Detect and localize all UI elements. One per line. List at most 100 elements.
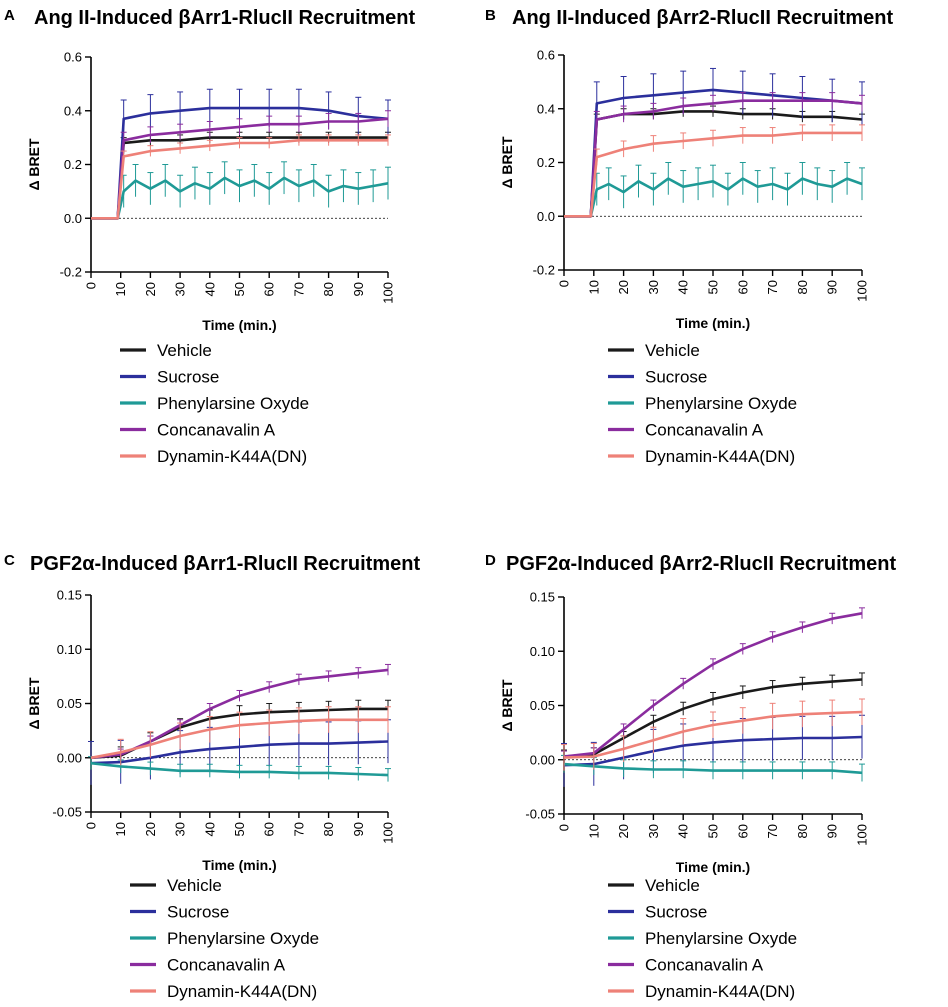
x-tick-label: 50: [706, 824, 721, 838]
panel-d: D PGF2α-Induced βArr2-RlucII Recruitment -…: [485, 552, 896, 1001]
y-axis-label: Δ BRET: [26, 138, 42, 191]
x-tick-label: 10: [113, 282, 128, 296]
x-tick-label: 50: [706, 280, 721, 294]
y-tick-label: 0.2: [537, 155, 555, 170]
x-tick-label: 40: [676, 824, 691, 838]
x-tick-label: 90: [351, 282, 366, 296]
y-tick-label: 0.0: [537, 209, 555, 224]
series-line-dynamin-k44a-dn: [563, 710, 863, 759]
series-line-dynamin-k44a-dn: [91, 139, 388, 220]
y-tick-label: -0.2: [533, 263, 555, 278]
x-tick-label: 90: [825, 824, 840, 838]
panel-a: A Ang II-Induced βArr1-RlucII Recruitment…: [4, 7, 415, 466]
y-tick-label: 0.6: [537, 48, 555, 63]
x-tick-label: 30: [173, 822, 188, 836]
x-tick-label: 10: [113, 822, 128, 836]
panel-title: PGF2α-Induced βArr2-RlucII Recruitment: [506, 553, 896, 575]
legend-label-sucrose: Sucrose: [167, 903, 229, 922]
legend-label-concanavalin-a: Concanavalin A: [645, 956, 764, 975]
x-tick-label: 0: [557, 280, 572, 287]
x-tick-label: 70: [765, 824, 780, 838]
y-tick-label: 0.0: [64, 211, 82, 226]
series-line-sucrose: [563, 735, 863, 767]
legend-label-sucrose: Sucrose: [645, 903, 707, 922]
legend-label-dynamin-k44a-dn: Dynamin-K44A(DN): [167, 982, 317, 1001]
y-tick-label: 0.2: [64, 157, 82, 172]
legend-label-concanavalin-a: Concanavalin A: [157, 421, 276, 440]
error-bars-dynamin-k44a-dn: [120, 134, 391, 162]
x-axis-label: Time (min.): [202, 317, 276, 333]
x-tick-label: 30: [173, 282, 188, 296]
x-tick-label: 70: [291, 282, 306, 296]
y-tick-label: 0.4: [64, 103, 82, 118]
series-line-dynamin-k44a-dn: [90, 718, 388, 760]
x-tick-label: 80: [321, 282, 336, 296]
x-tick-label: 100: [855, 824, 870, 846]
legend-label-phenylarsine-oxyde: Phenylarsine Oxyde: [645, 929, 797, 948]
series-line-dynamin-k44a-dn: [564, 131, 862, 218]
y-tick-label: 0.15: [530, 590, 555, 605]
x-tick-label: 40: [676, 280, 691, 294]
series-line-concanavalin-a: [90, 668, 389, 760]
x-tick-label: 100: [381, 822, 396, 844]
legend-label-dynamin-k44a-dn: Dynamin-K44A(DN): [157, 447, 307, 466]
y-axis-label: Δ BRET: [499, 679, 515, 732]
x-tick-label: 60: [262, 282, 277, 296]
y-tick-label: -0.05: [525, 807, 555, 822]
series-line-concanavalin-a: [563, 612, 863, 758]
series-line-phenylarsine-oxyde: [91, 176, 389, 220]
legend-label-phenylarsine-oxyde: Phenylarsine Oxyde: [645, 394, 797, 413]
x-tick-label: 70: [765, 280, 780, 294]
x-tick-label: 0: [84, 282, 99, 289]
error-bars-vehicle: [593, 105, 865, 125]
x-tick-label: 10: [586, 824, 601, 838]
series-line-phenylarsine-oxyde: [564, 177, 863, 218]
legend-label-dynamin-k44a-dn: Dynamin-K44A(DN): [645, 447, 795, 466]
x-tick-label: 0: [84, 822, 99, 829]
x-tick-label: 40: [202, 282, 217, 296]
panel-letter: D: [485, 552, 496, 569]
x-tick-label: 100: [381, 282, 396, 304]
x-tick-label: 30: [646, 824, 661, 838]
y-axis-label: Δ BRET: [26, 677, 42, 730]
x-tick-label: 60: [735, 824, 750, 838]
y-tick-label: 0.6: [64, 50, 82, 65]
series-line-vehicle: [564, 110, 863, 218]
legend-label-sucrose: Sucrose: [645, 368, 707, 387]
x-tick-label: 50: [232, 282, 247, 296]
y-tick-label: 0.00: [57, 750, 82, 765]
y-tick-label: 0.10: [530, 644, 555, 659]
error-bars-phenylarsine-oxyde: [120, 161, 391, 208]
legend-label-vehicle: Vehicle: [645, 341, 700, 360]
series-line-concanavalin-a: [564, 99, 863, 218]
panel-letter: B: [485, 7, 496, 24]
x-tick-label: 50: [232, 822, 247, 836]
x-axis-label: Time (min.): [676, 859, 750, 875]
y-axis-label: Δ BRET: [499, 136, 515, 189]
x-tick-label: 90: [825, 280, 840, 294]
y-tick-label: 0.05: [530, 698, 555, 713]
panel-title: Ang II-Induced βArr2-RlucII Recruitment: [512, 7, 893, 29]
error-bars-dynamin-k44a-dn: [561, 698, 865, 771]
x-tick-label: 80: [795, 280, 810, 294]
x-tick-label: 60: [262, 822, 277, 836]
x-tick-label: 40: [202, 822, 217, 836]
series-line-sucrose: [90, 740, 389, 765]
x-axis-label: Time (min.): [202, 857, 276, 873]
x-axis-label: Time (min.): [676, 315, 750, 331]
y-tick-label: -0.2: [60, 265, 82, 280]
y-tick-label: 0.00: [530, 752, 555, 767]
x-tick-label: 90: [351, 822, 366, 836]
legend-label-dynamin-k44a-dn: Dynamin-K44A(DN): [645, 982, 795, 1001]
x-tick-label: 20: [616, 824, 631, 838]
y-tick-label: 0.15: [57, 588, 82, 603]
legend-label-sucrose: Sucrose: [157, 368, 219, 387]
x-tick-label: 60: [735, 280, 750, 294]
series-line-phenylarsine-oxyde: [563, 762, 863, 775]
x-tick-label: 20: [616, 280, 631, 294]
x-tick-label: 0: [557, 824, 572, 831]
y-tick-label: -0.05: [52, 805, 82, 820]
series-line-phenylarsine-oxyde: [90, 761, 389, 777]
legend-label-vehicle: Vehicle: [167, 876, 222, 895]
